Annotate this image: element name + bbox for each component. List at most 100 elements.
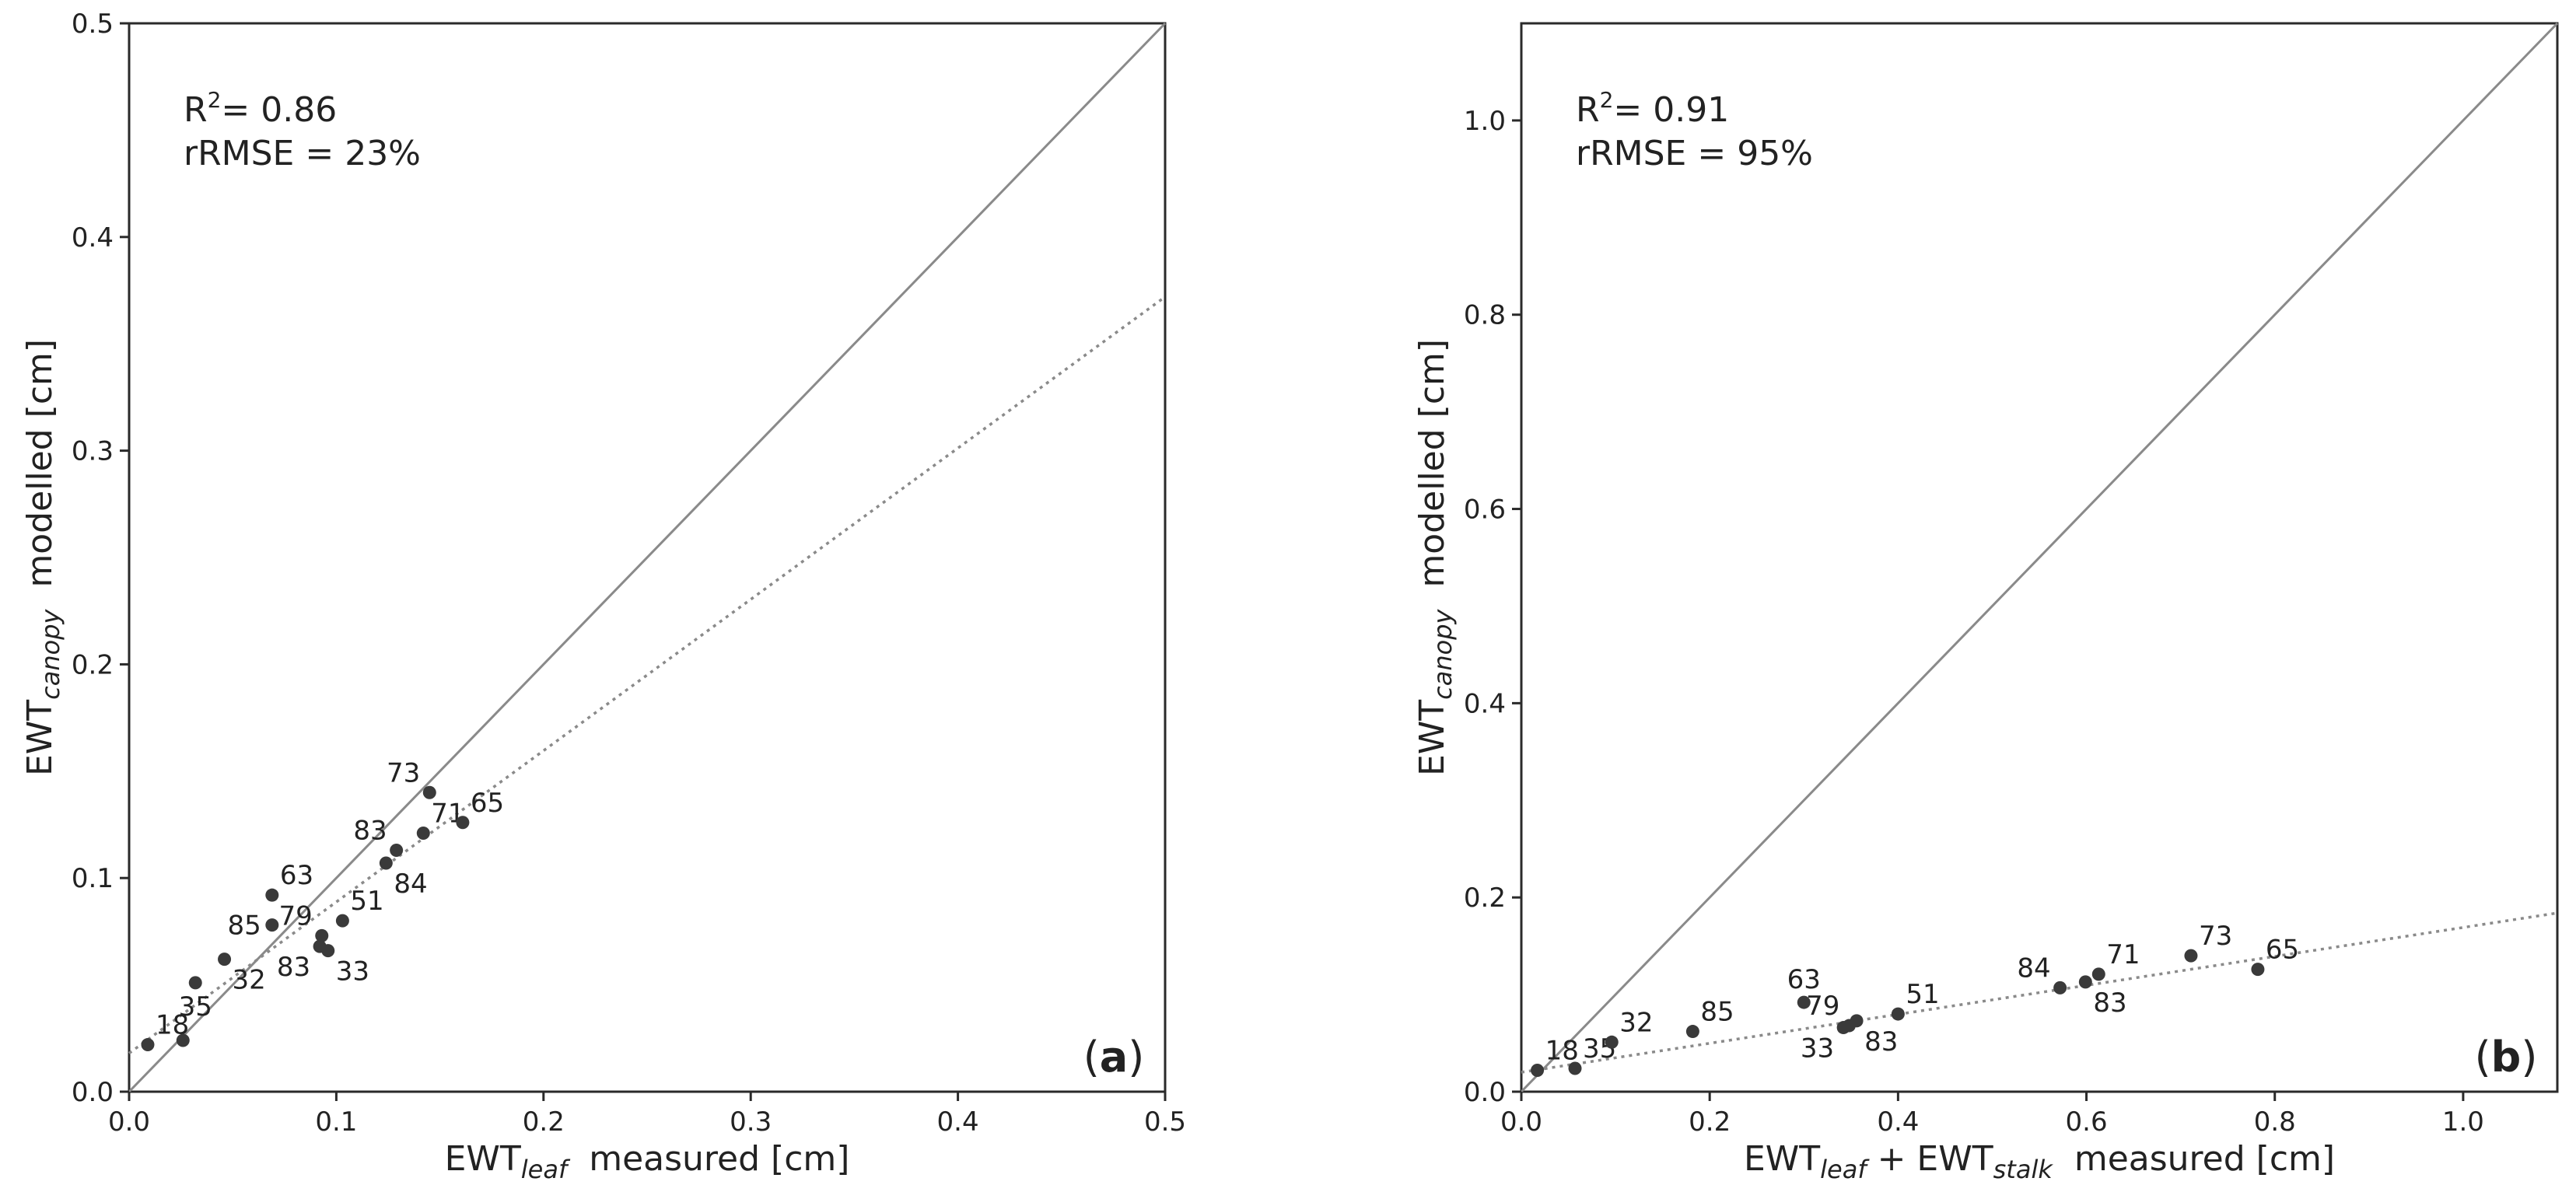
panel-a-x-tick-label: 0.0 [108, 1106, 150, 1138]
panel-a-point-label: 85 [228, 911, 261, 942]
panel-b-fit-line [1521, 911, 2558, 1074]
panel-a-data-point [379, 856, 393, 870]
panel-a-label: (a) [1083, 1033, 1145, 1082]
panel-a-one-to-one-line [128, 22, 1167, 1093]
panel-a: 0.0 0.1 0.2 0.3 0.4 0.50.00.10.20.30.40.5 183… [20, 9, 1186, 1184]
panel-b-data-point [1891, 1007, 1905, 1021]
panel-b-point-label: 84 [2017, 953, 2050, 984]
panel-a-x-tick-label: 0.2 [523, 1106, 565, 1138]
panel-a-data-point [390, 843, 404, 857]
panel-a-x-tick-label: 0.5 [1144, 1106, 1186, 1138]
panel-a-point-label: 51 [350, 886, 383, 917]
panel-b-y-tick-label: 0.8 [1464, 300, 1506, 331]
panel-b-data-point [1605, 1035, 1619, 1049]
panel-b-point-label: 71 [2106, 939, 2140, 970]
panel-b-x-tick-label: 0.0 [1500, 1106, 1542, 1138]
panel-b-data-point [2184, 949, 2198, 963]
panel-a-point-label: 83 [277, 952, 310, 983]
panel-b-ticks: 0.0 0.2 0.4 0.6 0.8 1.0 0.0 0.2 0.4 0.6 0.8 1.0 [1464, 106, 2484, 1138]
panel-b-point-label: 32 [1619, 1007, 1653, 1038]
panel-a-data-point [416, 826, 430, 840]
panel-a-y-tick-label: 0.3 [72, 436, 114, 467]
panel-a-point-label: 79 [278, 900, 312, 932]
panel-b-data-point [1568, 1061, 1582, 1075]
panel-a-data-point [321, 944, 335, 958]
panel-a-x-tick-label: 0.1 [315, 1106, 357, 1138]
panel-b-y-axis-label: EWTcanopy modelled [cm] [1412, 339, 1458, 776]
panel-b-data-point [1850, 1014, 1864, 1028]
panel-b-data-point [2091, 967, 2105, 981]
panel-b-point-label: 73 [2199, 921, 2232, 952]
panel-a-rrmse-stat: rRMSE = 23% [184, 134, 421, 173]
panel-a-y-tick-label: 0.4 [72, 222, 114, 253]
panel-b-one-to-one-line [1520, 22, 2559, 1093]
panel-b-y-tick-label: 0.4 [1464, 688, 1506, 719]
panel-b-point-label: 51 [1906, 979, 1939, 1010]
panel-a-data-point [265, 888, 279, 902]
panel-a-data-point [335, 914, 349, 928]
panel-a-point-label: 32 [233, 965, 266, 996]
panel-a-ticks: 0.0 0.1 0.2 0.3 0.4 0.5 0.0 0.1 0.2 0.3 0.4 0.5 [72, 9, 1186, 1138]
panel-b-point-label: 85 [1700, 997, 1734, 1028]
panel-b-data-point [1531, 1064, 1545, 1078]
panel-b-x-axis-label: EWTleaf + EWTstalk measured [cm] [1744, 1139, 2335, 1182]
panel-b-point-label: 83 [1864, 1026, 1898, 1057]
panel-a-x-axis-label: EWTleaf measured [cm] [445, 1139, 850, 1182]
panel-b-y-tick-label: 0.0 [1464, 1077, 1506, 1108]
panel-b: 0.0 0.2 0.4 0.6 0.8 1.0 0.0 0.2 0.4 0.6 0.8 1.0 18 3… [1412, 22, 2559, 1184]
panel-a-x-tick-label: 0.4 [937, 1106, 979, 1138]
panel-a-data-point [176, 1033, 190, 1047]
panel-a-data-point [218, 953, 232, 967]
panel-b-point-label: 83 [2093, 987, 2126, 1019]
panel-b-plot-frame [1520, 22, 2559, 1093]
panel-a-r2-stat: R2= 0.86 [184, 87, 337, 130]
panel-a-point-label: 35 [179, 991, 212, 1022]
panel-a-point-label: 83 [353, 815, 387, 846]
panel-b-point-label: 63 [1787, 964, 1821, 995]
panel-b-data-point [1685, 1025, 1699, 1039]
panel-a-data-point [141, 1038, 155, 1052]
panel-b-point-label: 79 [1806, 991, 1839, 1022]
panel-a-data-point [422, 785, 436, 799]
panel-a-y-tick-label: 0.5 [72, 9, 114, 40]
panel-a-point-label: 63 [280, 860, 313, 891]
panel-b-x-tick-label: 0.8 [2254, 1106, 2296, 1138]
panel-b-x-tick-label: 1.0 [2442, 1106, 2484, 1138]
panel-b-x-tick-label: 0.2 [1689, 1106, 1731, 1138]
panel-a-point-label: 65 [471, 788, 504, 819]
panel-b-x-tick-label: 0.6 [2066, 1106, 2108, 1138]
panel-b-x-tick-label: 0.4 [1877, 1106, 1919, 1138]
panel-a-y-axis-label: EWTcanopy modelled [cm] [20, 339, 65, 776]
panel-a-data-point [265, 918, 279, 932]
panel-a-point-label: 73 [387, 757, 420, 788]
panel-b-y-tick-label: 0.2 [1464, 883, 1506, 914]
panel-a-plot-frame [128, 22, 1167, 1093]
panel-a-y-tick-label: 0.2 [72, 649, 114, 680]
panel-a-data-point [188, 976, 202, 990]
panel-b-data-point [1836, 1021, 1850, 1035]
panel-b-data-point [2053, 981, 2067, 994]
panel-b-r2-stat: R2= 0.91 [1576, 87, 1729, 130]
panel-b-point-label: 33 [1801, 1033, 1834, 1064]
panel-a-point-label: 33 [336, 956, 369, 987]
panel-b-y-tick-label: 0.6 [1464, 495, 1506, 526]
panel-b-y-tick-label: 1.0 [1464, 106, 1506, 137]
panel-a-point-label: 84 [394, 869, 427, 900]
panel-b-rrmse-stat: rRMSE = 95% [1576, 134, 1813, 173]
panel-b-data-point [2078, 975, 2092, 989]
panel-b-point-label: 65 [2266, 935, 2299, 966]
panel-a-y-tick-label: 0.0 [72, 1077, 114, 1108]
panel-a-x-tick-label: 0.3 [730, 1106, 772, 1138]
panel-a-data-point [456, 816, 470, 830]
panel-b-data-point [1797, 995, 1811, 1009]
panel-a-data-point [315, 928, 329, 942]
panel-a-fit-line [128, 295, 1167, 1054]
panel-a-y-tick-label: 0.1 [72, 863, 114, 894]
panel-b-data-point [2251, 963, 2265, 977]
panel-b-point-label: 18 [1545, 1036, 1579, 1067]
panel-b-label: (b) [2475, 1033, 2538, 1082]
